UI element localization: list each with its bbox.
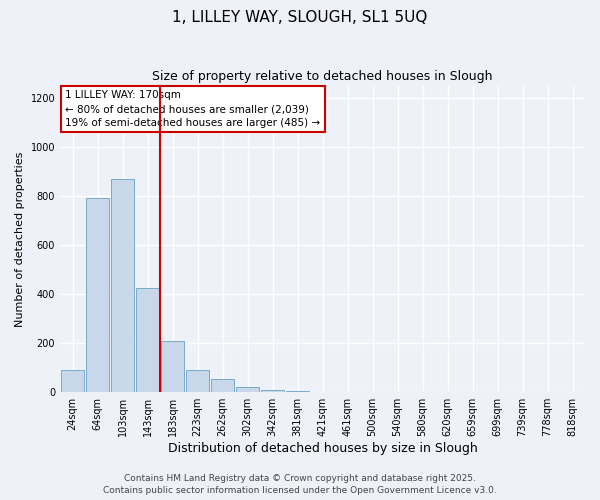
Y-axis label: Number of detached properties: Number of detached properties <box>15 151 25 326</box>
X-axis label: Distribution of detached houses by size in Slough: Distribution of detached houses by size … <box>167 442 478 455</box>
Bar <box>186 370 209 392</box>
Text: 1, LILLEY WAY, SLOUGH, SL1 5UQ: 1, LILLEY WAY, SLOUGH, SL1 5UQ <box>172 10 428 25</box>
Bar <box>286 391 309 392</box>
Bar <box>136 288 159 392</box>
Bar <box>61 370 84 392</box>
Bar <box>236 388 259 392</box>
Bar <box>261 390 284 392</box>
Bar <box>111 179 134 392</box>
Text: 1 LILLEY WAY: 170sqm
← 80% of detached houses are smaller (2,039)
19% of semi-de: 1 LILLEY WAY: 170sqm ← 80% of detached h… <box>65 90 320 128</box>
Bar <box>211 378 234 392</box>
Bar <box>161 340 184 392</box>
Text: Contains HM Land Registry data © Crown copyright and database right 2025.
Contai: Contains HM Land Registry data © Crown c… <box>103 474 497 495</box>
Title: Size of property relative to detached houses in Slough: Size of property relative to detached ho… <box>152 70 493 83</box>
Bar <box>86 198 109 392</box>
